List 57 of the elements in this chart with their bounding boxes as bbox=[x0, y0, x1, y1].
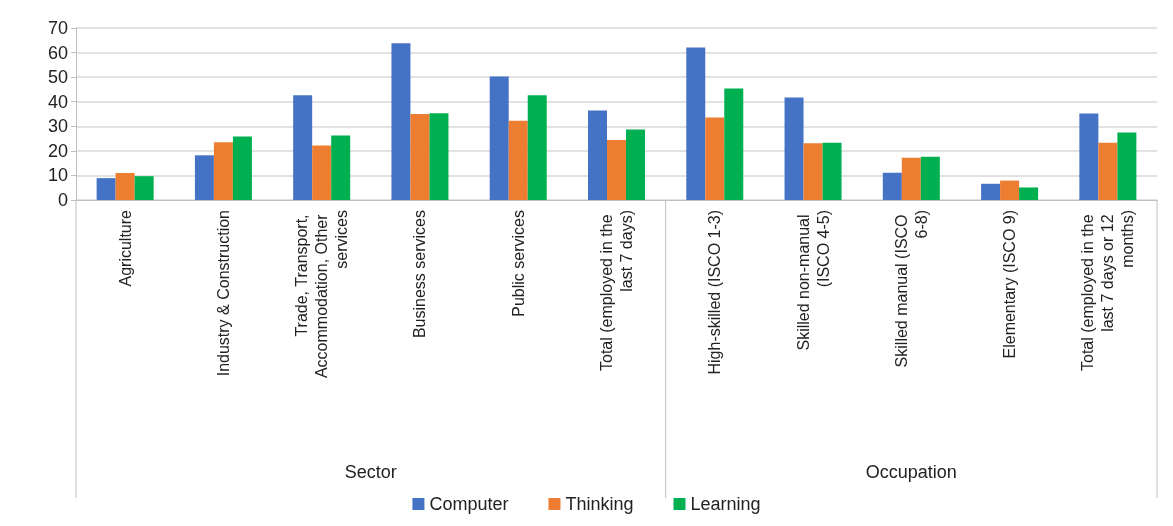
y-tick-label: 50 bbox=[47, 67, 68, 88]
bar bbox=[391, 43, 411, 200]
x-tick-label: Agriculture bbox=[116, 209, 134, 287]
bar bbox=[803, 143, 823, 200]
legend-label: Learning bbox=[690, 494, 761, 514]
bar bbox=[724, 88, 744, 200]
bar bbox=[1098, 142, 1118, 200]
bar bbox=[213, 142, 233, 200]
x-tick-label: Trade, Transport, Accommodation, Other services bbox=[293, 210, 351, 379]
bar bbox=[1117, 132, 1137, 200]
bar bbox=[1079, 113, 1099, 200]
legend-label: Thinking bbox=[565, 494, 634, 514]
bar bbox=[626, 129, 645, 200]
bar bbox=[588, 110, 607, 200]
bar bbox=[508, 120, 528, 200]
bar bbox=[232, 136, 252, 200]
y-tick-label: 40 bbox=[47, 91, 68, 112]
bar bbox=[1019, 187, 1039, 200]
x-tick-label: Industry & Construction bbox=[214, 210, 232, 377]
y-tick-label: 60 bbox=[47, 42, 68, 63]
bar bbox=[901, 157, 921, 200]
x-tick-label: Total (employed in the last 7 days) bbox=[598, 210, 635, 371]
x-tick-label: Skilled manual (ISCO 6-8) bbox=[892, 210, 930, 368]
bar bbox=[705, 117, 725, 200]
y-tick-label: 0 bbox=[57, 190, 68, 210]
y-tick-label: 10 bbox=[47, 165, 68, 186]
bar bbox=[489, 76, 509, 200]
bar bbox=[331, 135, 351, 200]
bar bbox=[134, 176, 154, 200]
bar bbox=[429, 113, 449, 200]
text: Occupation bbox=[865, 462, 957, 482]
y-tick-label: 70 bbox=[47, 18, 68, 38]
y-tick-label: 30 bbox=[47, 116, 68, 137]
bar bbox=[981, 183, 1001, 200]
x-tick-label: Business services bbox=[411, 210, 429, 339]
bar bbox=[96, 178, 116, 200]
bar bbox=[115, 172, 135, 200]
bar bbox=[293, 95, 313, 200]
x-tick-label: Public services bbox=[509, 210, 527, 317]
bar bbox=[1000, 180, 1020, 200]
bar bbox=[410, 114, 430, 200]
bar bbox=[527, 95, 547, 200]
text: Sector bbox=[344, 462, 397, 482]
bar bbox=[784, 97, 804, 200]
x-tick-label: Skilled non-manual (ISCO 4-5) bbox=[794, 210, 832, 351]
bar bbox=[194, 155, 214, 200]
x-tick-label: High-skilled (ISCO 1-3) bbox=[706, 210, 724, 375]
y-tick-label: 20 bbox=[47, 140, 68, 161]
x-tick-label: Total (employed in the last 7 days or 12 months) bbox=[1079, 210, 1137, 371]
bar bbox=[920, 156, 940, 200]
bar bbox=[686, 47, 706, 200]
bar bbox=[822, 142, 842, 200]
x-tick-label: Elementary (ISCO 9) bbox=[1001, 210, 1019, 359]
bar bbox=[882, 172, 902, 200]
bar bbox=[607, 140, 626, 200]
bar bbox=[312, 145, 332, 200]
legend-label: Computer bbox=[429, 494, 509, 514]
